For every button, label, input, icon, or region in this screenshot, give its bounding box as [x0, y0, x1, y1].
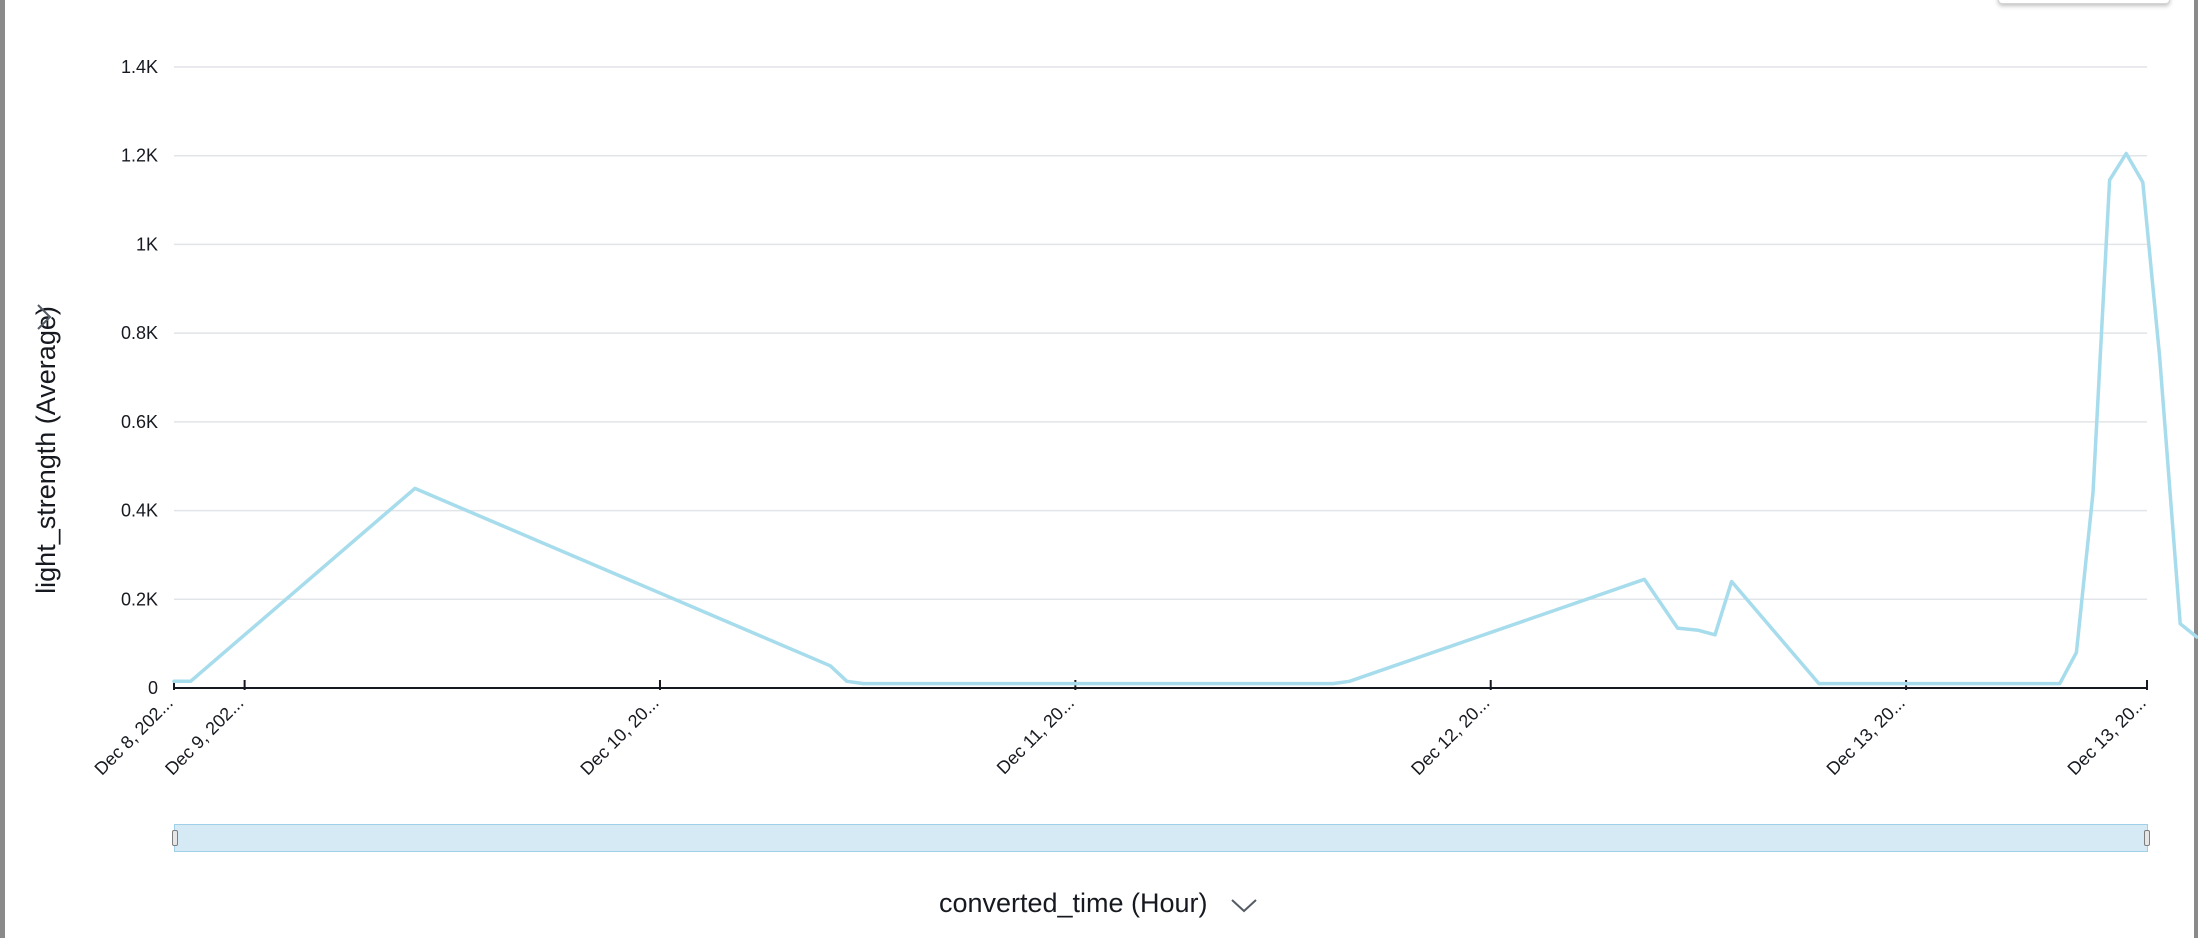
x-tick-label: Dec 11, 20... — [993, 693, 1078, 778]
y-axis-title: light_strength (Average) — [31, 306, 61, 594]
grid-lines — [174, 66, 2147, 601]
window-frame-left — [0, 0, 5, 938]
series-layer — [172, 151, 2198, 686]
window-frame-right — [2194, 0, 2198, 938]
y-tick-label: 0.8K — [121, 323, 158, 343]
scrollbar-handle-right[interactable] — [2144, 830, 2150, 846]
y-tick-label: 0 — [148, 678, 158, 698]
y-tick-label: 1.2K — [121, 146, 158, 166]
x-tick-label: Dec 10, 20... — [576, 693, 662, 779]
x-axis-title-field-well[interactable]: converted_time (Hour) — [0, 888, 2198, 919]
chevron-right-icon[interactable] — [34, 302, 56, 332]
x-tick-label: Dec 13, 20... — [1823, 693, 1909, 779]
x-axis: Dec 8, 202...Dec 9, 202... Dec 10, 20... D… — [91, 680, 2150, 779]
chevron-down-icon[interactable] — [1229, 895, 1259, 915]
y-tick-label: 0.2K — [121, 589, 158, 609]
scrollbar-handle-left[interactable] — [172, 830, 178, 846]
y-tick-label: 1.4K — [121, 57, 158, 77]
y-tick-label: 1K — [136, 234, 158, 254]
x-tick-label: Dec 13, 20... — [2064, 693, 2150, 779]
y-axis-ticks: 0 0.2K 0.4K 0.6K 0.8K 1K 1.2K 1.4K — [121, 57, 158, 698]
y-tick-label: 0.4K — [121, 501, 158, 521]
y-tick-label: 0.6K — [121, 412, 158, 432]
x-axis-title: converted_time (Hour) — [938, 888, 1208, 918]
series-line — [172, 151, 2198, 686]
x-range-scrollbar[interactable] — [172, 824, 2150, 852]
x-tick-label: Dec 12, 20... — [1407, 693, 1493, 779]
